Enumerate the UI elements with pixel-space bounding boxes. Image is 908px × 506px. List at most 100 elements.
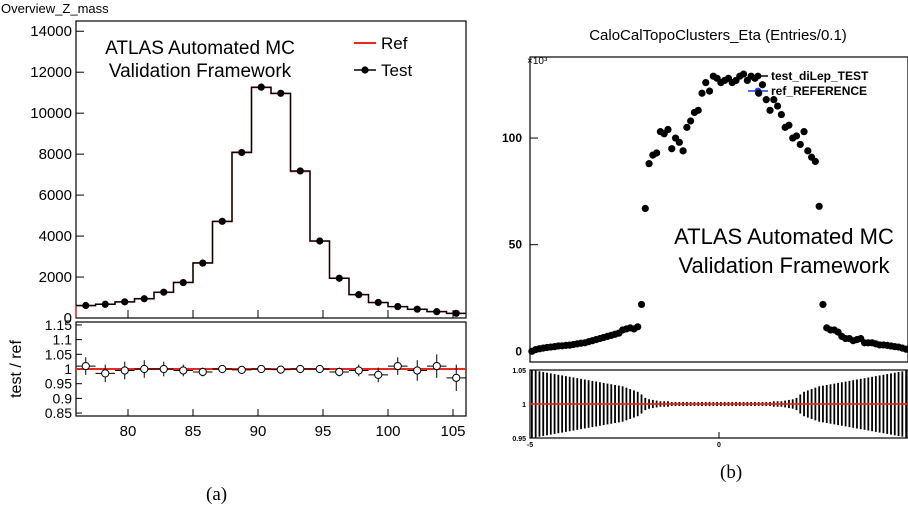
chart-a-ratio-point bbox=[140, 364, 149, 374]
chart-a-test-point bbox=[374, 298, 382, 307]
chart-a-watermark-line-2: Validation Framework bbox=[109, 61, 292, 82]
panel-a: Overview_Z_mass ATLAS Automated MC Valid… bbox=[1, 1, 467, 440]
chart-a-ratio-point bbox=[101, 369, 110, 378]
chart-a-ratio-point bbox=[159, 364, 168, 374]
chart-b-test-point bbox=[739, 70, 748, 78]
chart-a-test-point bbox=[394, 302, 402, 311]
chart-a-legend-ref-label: Ref bbox=[381, 34, 408, 53]
chart-b-test-point bbox=[785, 121, 793, 129]
chart-a-test-point bbox=[257, 83, 265, 91]
chart-a-test-point bbox=[121, 298, 129, 306]
chart-a-ratio-point bbox=[374, 370, 383, 379]
chart-a-test-point bbox=[82, 301, 90, 310]
chart-b-test-point bbox=[637, 300, 646, 309]
chart-b-test-point bbox=[804, 147, 812, 155]
chart-b-ratio-y-tick-label: 1 bbox=[522, 402, 526, 409]
chart-a-x-tick-label: 95 bbox=[315, 423, 332, 440]
chart-b-test-point bbox=[653, 149, 661, 157]
chart-a-ratio-y-tick-label: 1.15 bbox=[45, 317, 72, 333]
chart-a-x-tick-label: 100 bbox=[375, 423, 400, 440]
chart-a-ratio-point bbox=[179, 366, 188, 375]
chart-a-ratio-ylabel: test / ref bbox=[8, 340, 25, 398]
chart-a-y-tick-label: 8000 bbox=[39, 146, 72, 163]
chart-a-x-tick-label: 90 bbox=[250, 423, 267, 440]
chart-a-x-tick-label: 105 bbox=[440, 423, 465, 440]
chart-a-y-tick-label: 2000 bbox=[39, 269, 72, 286]
chart-b-y-multiplier: ×10³ bbox=[527, 56, 548, 67]
chart-a-test-point bbox=[199, 259, 207, 267]
chart-b-test-point bbox=[796, 140, 804, 149]
chart-a-legend-test-marker bbox=[361, 66, 369, 74]
chart-a-test-point bbox=[335, 274, 343, 282]
chart-b-x-tick-label: -5 bbox=[527, 442, 533, 449]
chart-b-test-point bbox=[675, 138, 683, 146]
chart-a-ratio-point bbox=[237, 365, 246, 374]
chart-a-test-point bbox=[413, 305, 421, 313]
chart-b-y-tick-label: 100 bbox=[502, 131, 522, 145]
chart-a-main-frame bbox=[75, 20, 467, 319]
chart-a-ratio-point bbox=[432, 361, 441, 371]
chart-a-ratio-point bbox=[276, 365, 285, 374]
chart-a-test-point bbox=[101, 300, 109, 308]
chart-b-y-tick-label: 0 bbox=[515, 344, 522, 358]
chart-a-y-tick-label: 12000 bbox=[30, 64, 72, 81]
chart-a-test-point bbox=[296, 167, 304, 175]
chart-a-test-point bbox=[160, 288, 168, 296]
chart-a-test-point bbox=[277, 89, 285, 97]
chart-a-ratio-y-tick-label: 1.05 bbox=[45, 346, 72, 362]
chart-a-y-tick-label: 4000 bbox=[39, 228, 72, 245]
chart-b-legend-ref-label: ref_REFERENCE bbox=[771, 84, 867, 98]
chart-a-ratio-point bbox=[413, 366, 422, 375]
chart-b-test-point bbox=[634, 323, 642, 331]
chart-b-legend-test-label: test_diLep_TEST bbox=[771, 69, 869, 83]
chart-a-test-point bbox=[433, 308, 441, 316]
panel-b-caption: (b) bbox=[720, 462, 743, 483]
chart-b-test-point bbox=[800, 128, 808, 136]
chart-a-test-point bbox=[238, 148, 246, 157]
chart-a-ratio-y-tick-label: 0.95 bbox=[45, 376, 72, 392]
chart-b-test-point bbox=[668, 145, 676, 153]
chart-b-test-point bbox=[902, 345, 908, 353]
chart-a-ratio-point bbox=[315, 364, 324, 374]
chart-b-test-point bbox=[773, 102, 782, 110]
chart-b-test-point bbox=[645, 160, 653, 168]
chart-a-test-point bbox=[452, 309, 460, 317]
chart-b-test-point bbox=[641, 204, 649, 213]
chart-a-ratio-y-tick-label: 0.9 bbox=[53, 390, 73, 406]
chart-b-title: CaloCalTopoClusters_Eta (Entries/0.1) bbox=[589, 27, 847, 44]
chart-a-title: Overview_Z_mass bbox=[1, 1, 109, 16]
chart-b-test-point bbox=[815, 202, 823, 210]
chart-a-ratio-point bbox=[354, 366, 363, 375]
chart-b-test-point bbox=[683, 123, 691, 131]
chart-a-ratio-y-tick-label: 1 bbox=[64, 361, 72, 377]
chart-b-main-frame bbox=[529, 56, 908, 363]
chart-a-test-point bbox=[355, 291, 363, 299]
chart-b-watermark-line-1: ATLAS Automated MC bbox=[674, 224, 894, 249]
chart-b-ratio-y-tick-label: 0.95 bbox=[512, 436, 526, 443]
chart-b-test-point bbox=[766, 106, 774, 114]
chart-b-test-point bbox=[705, 87, 714, 95]
chart-b-test-point bbox=[755, 89, 763, 97]
chart-b-ratio-y-tick-label: 1.05 bbox=[512, 368, 526, 375]
chart-a-ratio-point bbox=[296, 364, 305, 374]
chart-a-x-tick-label: 85 bbox=[185, 423, 202, 440]
panel-a-caption: (a) bbox=[206, 484, 228, 505]
panel-b: CaloCalTopoClusters_Eta (Entries/0.1) ×1… bbox=[502, 27, 908, 449]
chart-b-test-point bbox=[792, 132, 801, 140]
chart-a-test-point bbox=[140, 295, 148, 303]
chart-b-test-point bbox=[702, 78, 710, 87]
chart-b-test-point bbox=[687, 117, 695, 125]
chart-a-ratio-point bbox=[218, 364, 227, 374]
chart-a-ratio-point bbox=[393, 361, 402, 371]
chart-b-test-point bbox=[679, 147, 687, 155]
chart-b-watermark-line-2: Validation Framework bbox=[678, 253, 890, 278]
chart-a-test-point bbox=[179, 278, 187, 287]
chart-b-test-point bbox=[762, 96, 770, 104]
chart-a-x-tick-label: 80 bbox=[120, 423, 137, 440]
chart-b-test-point bbox=[694, 106, 702, 114]
chart-a-ratio-point bbox=[257, 364, 266, 374]
chart-a-ref-histogram bbox=[75, 86, 466, 318]
chart-a-ratio-point bbox=[335, 367, 344, 377]
chart-b-test-point bbox=[819, 300, 827, 309]
